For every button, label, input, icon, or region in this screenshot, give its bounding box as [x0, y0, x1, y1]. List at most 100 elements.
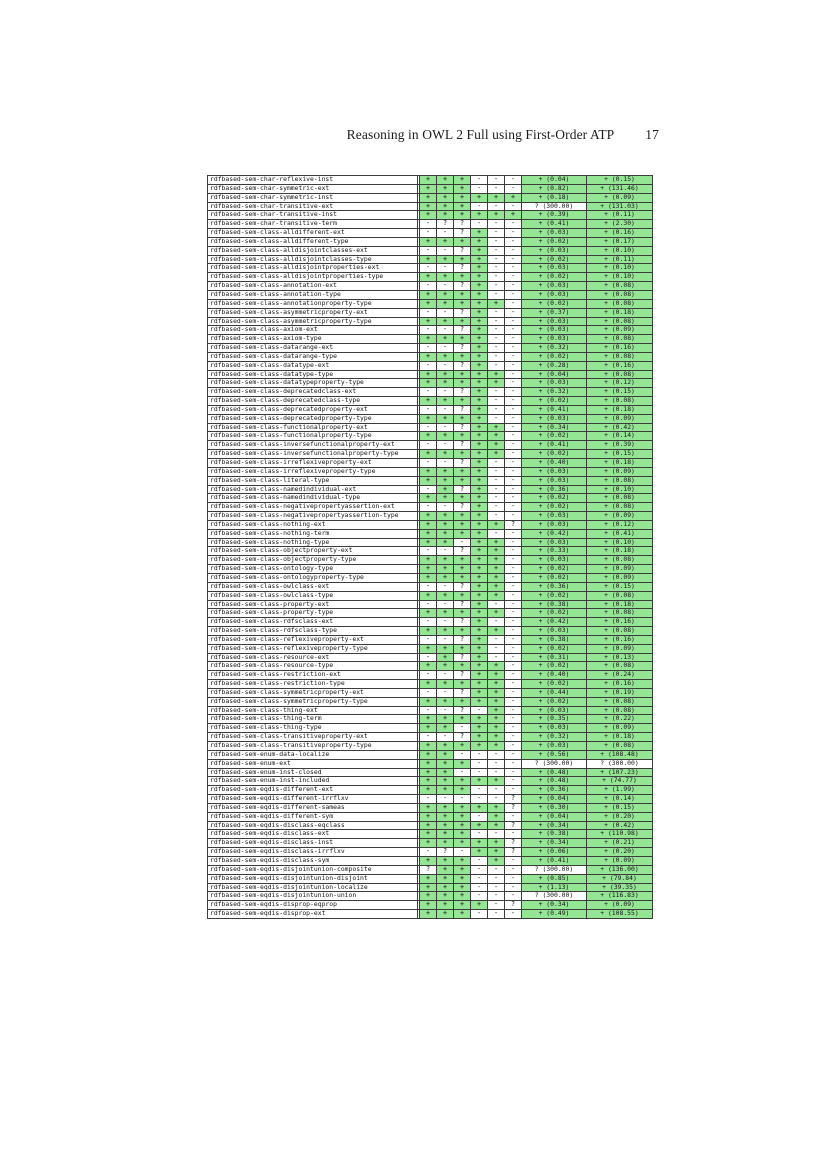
result-mark-cell: +	[437, 803, 454, 812]
prover-time-cell: + (0.11)	[587, 255, 652, 264]
prover-time-cell: + (0.36)	[522, 582, 587, 591]
result-mark-cell: -	[505, 326, 522, 335]
result-mark-cell: +	[471, 688, 488, 697]
result-mark-cell: -	[471, 883, 488, 892]
prover-time-cell: + (0.48)	[522, 768, 587, 777]
table-row: rdfbased-sem-class-alldifferent-type + +…	[208, 237, 652, 247]
test-name-cell: rdfbased-sem-enum-inst-closed	[208, 768, 420, 777]
result-mark-cell: -	[505, 750, 522, 759]
result-mark-cell: +	[420, 830, 437, 839]
table-row: rdfbased-sem-class-alldisjointclasses-ty…	[208, 255, 652, 265]
prover-time-cell: + (0.42)	[587, 821, 652, 830]
result-mark-cell: +	[420, 839, 437, 848]
prover-time-cell: + (0.42)	[587, 423, 652, 432]
result-mark-cell: +	[471, 450, 488, 458]
prover-time-cell: + (0.37)	[522, 308, 587, 317]
result-mark-cell: ?	[454, 423, 471, 432]
result-mark-cell: +	[471, 777, 488, 786]
result-mark-cell: +	[454, 556, 471, 565]
table-row: rdfbased-sem-char-symmetric-ext + + + - …	[208, 184, 652, 194]
table-row: rdfbased-sem-eqdis-disclass-irrflxv - ? …	[208, 848, 652, 857]
result-mark-cell: ?	[454, 308, 471, 317]
result-mark-cell: +	[454, 874, 471, 883]
result-mark-cell: -	[488, 405, 505, 414]
result-mark-cell: -	[437, 688, 454, 697]
prover-time-cell: ? (300.00)	[522, 865, 587, 874]
table-row: rdfbased-sem-class-alldisjointproperties…	[208, 273, 652, 283]
prover-time-cell: + (74.77)	[587, 777, 652, 786]
result-mark-cell: +	[420, 370, 437, 379]
result-mark-cell: +	[437, 697, 454, 706]
result-mark-cell: -	[505, 264, 522, 273]
result-mark-cell: -	[505, 494, 522, 503]
result-mark-cell: -	[437, 441, 454, 450]
prover-time-cell: + (0.09)	[587, 326, 652, 335]
running-head: Reasoning in OWL 2 Full using First-Orde…	[207, 127, 659, 143]
table-row: rdfbased-sem-eqdis-different-sym + + + -…	[208, 812, 652, 822]
prover-time-cell: + (0.38)	[522, 635, 587, 644]
result-mark-cell: +	[454, 839, 471, 848]
table-row: rdfbased-sem-class-rdfsclass-type + + + …	[208, 627, 652, 636]
test-name-cell: rdfbased-sem-eqdis-disclass-eqclass	[208, 821, 420, 830]
table-row: rdfbased-sem-eqdis-different-sameas + + …	[208, 803, 652, 813]
prover-time-cell: + (0.08)	[587, 370, 652, 379]
prover-time-cell: + (0.08)	[587, 627, 652, 635]
prover-time-cell: ? (300.00)	[522, 759, 587, 768]
result-mark-cell: +	[454, 901, 471, 910]
prover-time-cell: + (0.10)	[587, 273, 652, 282]
table-row: rdfbased-sem-eqdis-disprop-ext + + + - -…	[208, 910, 652, 919]
result-mark-cell: -	[505, 618, 522, 627]
result-mark-cell: +	[454, 609, 471, 618]
result-mark-cell: -	[420, 706, 437, 715]
prover-time-cell: + (0.15)	[587, 803, 652, 812]
prover-time-cell: + (0.03)	[522, 467, 587, 476]
result-mark-cell: -	[505, 547, 522, 556]
result-mark-cell: +	[437, 901, 454, 910]
prover-time-cell: + (0.03)	[522, 742, 587, 750]
result-mark-cell: +	[471, 388, 488, 397]
result-mark-cell: +	[454, 512, 471, 520]
result-mark-cell: +	[454, 856, 471, 865]
result-mark-cell: -	[505, 176, 522, 184]
prover-time-cell: + (108.48)	[587, 750, 652, 759]
result-mark-cell: +	[488, 742, 505, 750]
result-mark-cell: +	[454, 865, 471, 874]
table-row: rdfbased-sem-class-datatype-type + + + +…	[208, 370, 652, 380]
result-mark-cell: -	[505, 237, 522, 246]
result-mark-cell: +	[437, 856, 454, 865]
result-mark-cell: +	[437, 724, 454, 733]
prover-time-cell: + (0.08)	[587, 290, 652, 299]
result-mark-cell: ?	[454, 459, 471, 467]
result-mark-cell: -	[488, 184, 505, 193]
test-name-cell: rdfbased-sem-char-transitive-ext	[208, 202, 420, 211]
result-mark-cell: -	[437, 795, 454, 803]
result-mark-cell: +	[420, 892, 437, 901]
result-mark-cell: +	[420, 803, 437, 812]
table-row: rdfbased-sem-class-datatypeproperty-type…	[208, 379, 652, 389]
result-mark-cell: +	[437, 777, 454, 786]
result-mark-cell: -	[505, 856, 522, 865]
test-name-cell: rdfbased-sem-class-nothing-term	[208, 529, 420, 538]
test-name-cell: rdfbased-sem-eqdis-disjointunion-union	[208, 892, 420, 901]
result-mark-cell: +	[420, 697, 437, 706]
table-row: rdfbased-sem-class-objectproperty-type +…	[208, 556, 652, 566]
result-mark-cell: +	[437, 379, 454, 388]
result-mark-cell: +	[420, 290, 437, 299]
result-mark-cell: -	[505, 352, 522, 361]
prover-time-cell: + (0.03)	[522, 246, 587, 255]
result-mark-cell: -	[505, 379, 522, 388]
result-mark-cell: -	[488, 485, 505, 494]
result-mark-cell: -	[505, 644, 522, 653]
result-mark-cell: -	[505, 715, 522, 724]
test-name-cell: rdfbased-sem-class-owlclass-type	[208, 591, 420, 600]
result-mark-cell: ?	[454, 282, 471, 290]
table-row: rdfbased-sem-eqdis-different-ext + + + -…	[208, 786, 652, 796]
result-mark-cell: +	[420, 724, 437, 733]
test-name-cell: rdfbased-sem-class-datatype-type	[208, 370, 420, 379]
result-mark-cell: +	[471, 697, 488, 706]
test-name-cell: rdfbased-sem-class-property-ext	[208, 600, 420, 609]
result-mark-cell: -	[505, 255, 522, 264]
prover-time-cell: + (0.16)	[587, 680, 652, 688]
result-mark-cell: -	[420, 688, 437, 697]
